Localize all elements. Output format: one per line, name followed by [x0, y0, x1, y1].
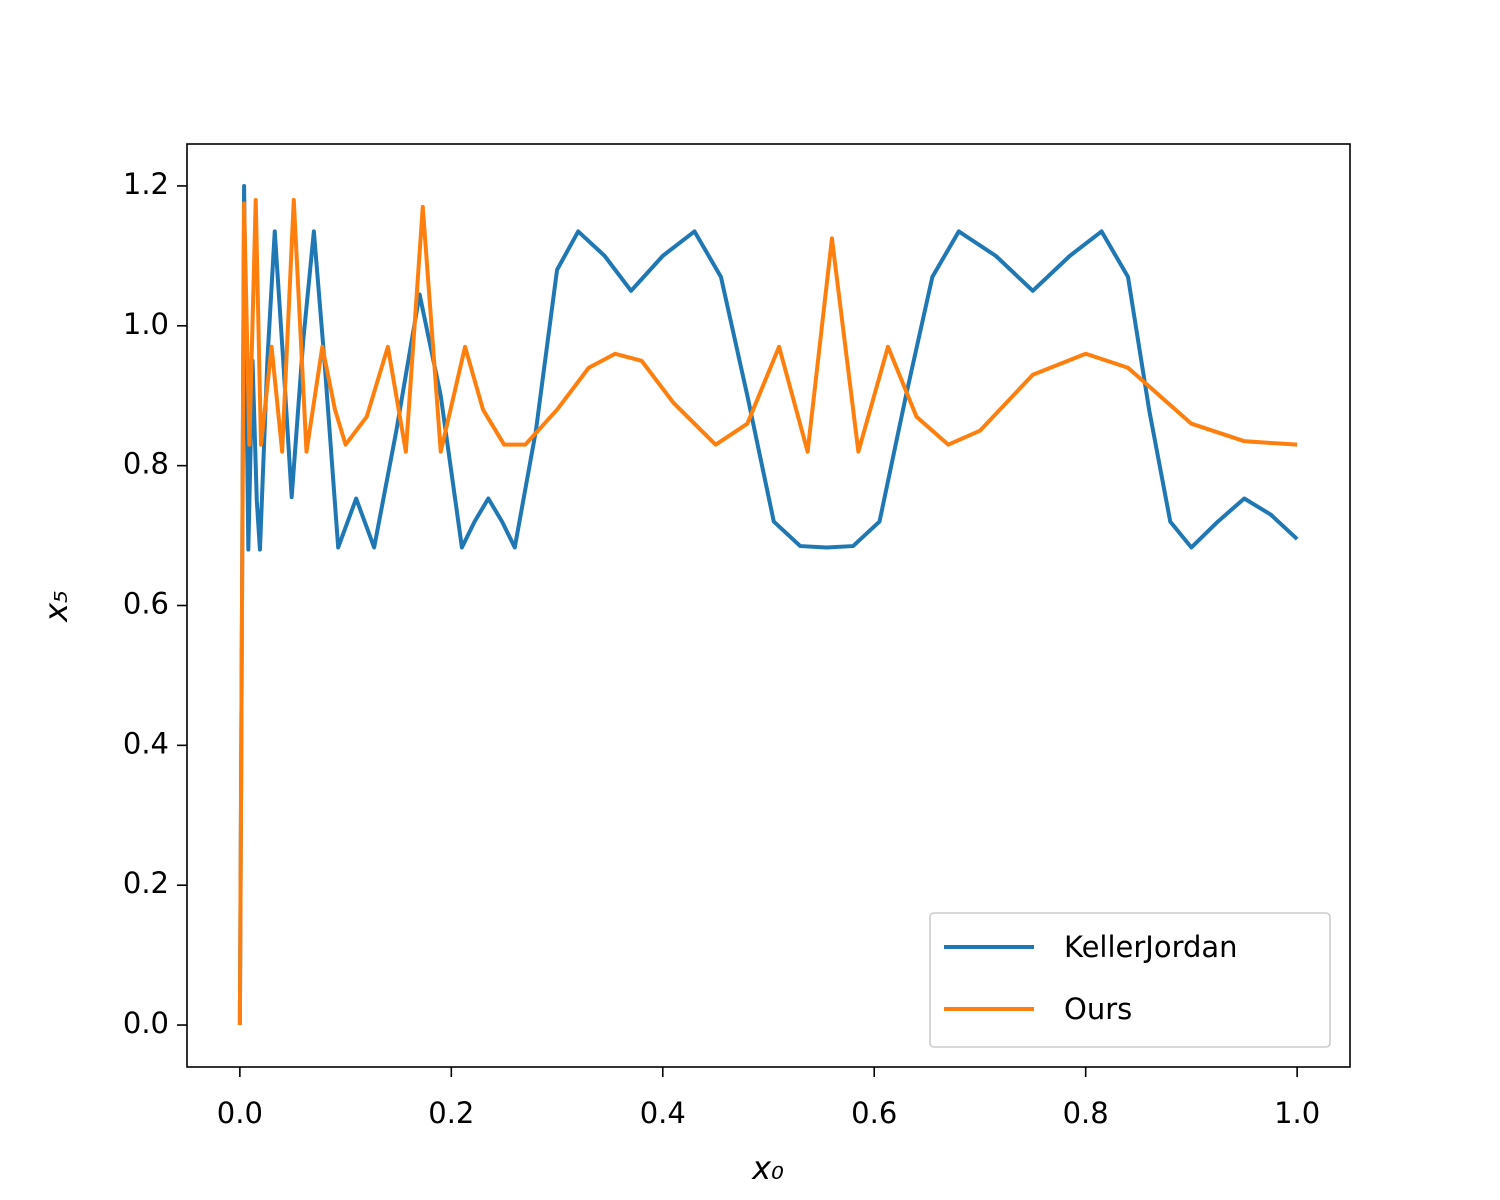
- x-tick-label: 1.0: [1274, 1096, 1320, 1130]
- x-axis-label: x₀: [751, 1149, 784, 1187]
- y-tick-label: 0.8: [123, 447, 169, 481]
- y-tick-label: 0.0: [123, 1006, 169, 1040]
- x-tick-label: 0.4: [640, 1096, 686, 1130]
- x-tick-label: 0.0: [217, 1096, 263, 1130]
- y-tick-label: 1.2: [123, 167, 169, 201]
- y-axis-label: x₅: [37, 590, 75, 623]
- line-series: [237, 183, 1299, 1026]
- x-tick-label: 0.8: [1063, 1096, 1109, 1130]
- y-tick-label: 0.6: [123, 587, 169, 621]
- y-tick-label: 0.2: [123, 866, 169, 900]
- legend-label: Ours: [1064, 992, 1132, 1026]
- plot-frame: [186, 143, 1351, 1068]
- x-tick-label: 0.6: [851, 1096, 897, 1130]
- line-series: [237, 197, 1298, 1026]
- y-tick-label: 1.0: [123, 307, 169, 341]
- x-tick-label: 0.2: [428, 1096, 474, 1130]
- y-tick-label: 0.4: [123, 726, 169, 760]
- legend-label: KellerJordan: [1064, 930, 1238, 964]
